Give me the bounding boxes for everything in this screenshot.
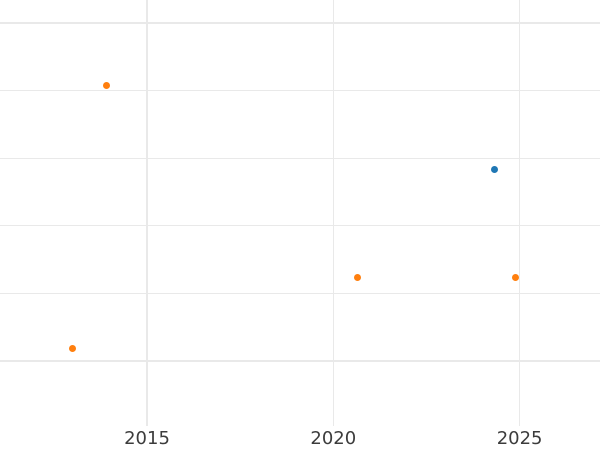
blue-series-point [491, 165, 499, 173]
horizontal-gridline [0, 157, 600, 159]
x-tick-label: 2015 [124, 428, 170, 449]
x-tick-label: 2020 [310, 428, 357, 449]
horizontal-gridline [0, 22, 600, 24]
orange-series-point [102, 82, 110, 90]
vertical-gridline [332, 0, 334, 426]
vertical-gridline [146, 0, 148, 426]
x-tick-label: 2025 [496, 428, 543, 449]
horizontal-gridline [0, 225, 600, 227]
horizontal-gridline [0, 292, 600, 295]
orange-series-point [512, 274, 520, 282]
orange-series-point [68, 344, 76, 352]
vertical-gridline [518, 0, 521, 426]
horizontal-gridline [0, 360, 600, 362]
horizontal-gridline [0, 89, 600, 92]
orange-series-point [354, 274, 362, 282]
